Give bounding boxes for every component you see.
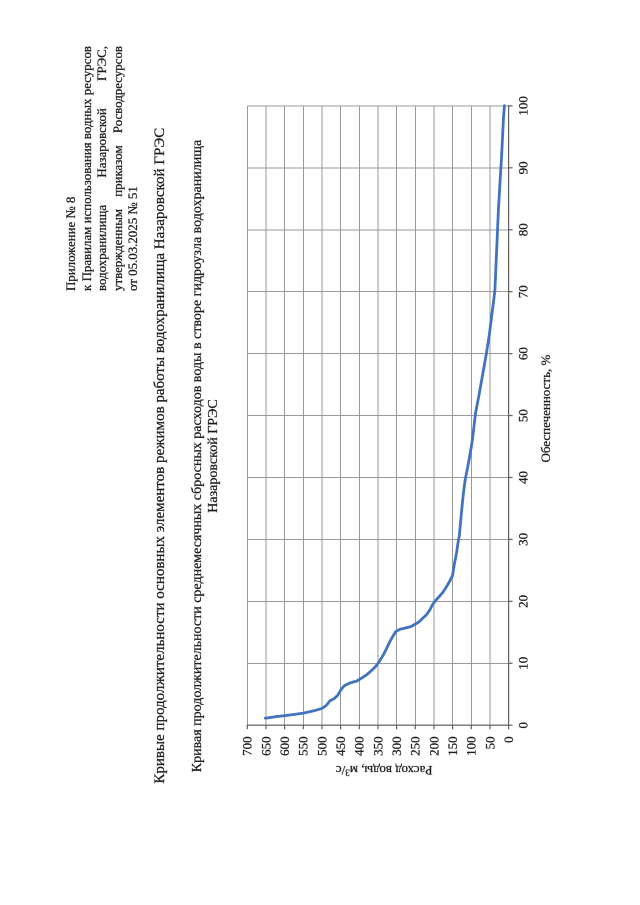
svg-text:100: 100: [464, 736, 479, 756]
svg-text:650: 650: [258, 736, 273, 756]
svg-text:10: 10: [516, 657, 531, 670]
svg-text:550: 550: [296, 736, 311, 756]
svg-text:0: 0: [516, 722, 531, 729]
svg-text:450: 450: [333, 736, 348, 756]
svg-text:500: 500: [314, 736, 329, 756]
svg-text:400: 400: [352, 736, 367, 756]
svg-text:600: 600: [277, 736, 292, 756]
svg-text:150: 150: [445, 736, 460, 756]
svg-text:90: 90: [516, 161, 531, 174]
svg-text:30: 30: [516, 533, 531, 546]
svg-text:250: 250: [408, 736, 423, 756]
svg-text:Обеспеченность, %: Обеспеченность, %: [538, 355, 553, 463]
svg-text:Расход воды, м3/с: Расход воды, м3/с: [336, 763, 433, 778]
svg-text:80: 80: [516, 223, 531, 236]
svg-text:0: 0: [501, 736, 516, 743]
svg-text:60: 60: [516, 347, 531, 360]
svg-text:40: 40: [516, 471, 531, 484]
svg-text:50: 50: [482, 736, 497, 749]
svg-text:50: 50: [516, 409, 531, 422]
svg-text:700: 700: [240, 736, 255, 756]
svg-text:200: 200: [426, 736, 441, 756]
svg-text:20: 20: [516, 595, 531, 608]
svg-text:300: 300: [389, 736, 404, 756]
svg-text:70: 70: [516, 285, 531, 298]
svg-text:350: 350: [370, 736, 385, 756]
svg-text:100: 100: [516, 96, 531, 116]
